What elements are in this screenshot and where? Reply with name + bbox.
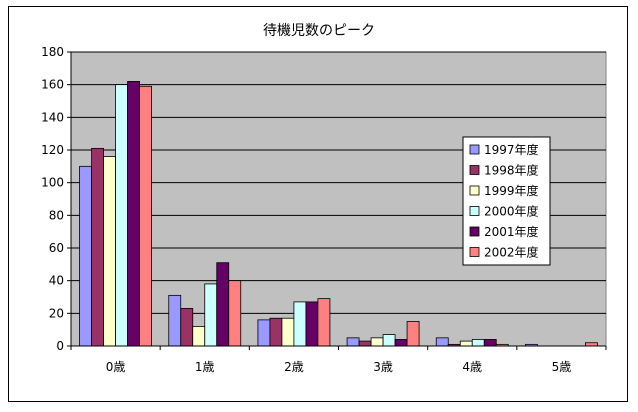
bar (435, 337, 449, 347)
axes: 0 20 40 60 80 100 120 140 160 180 0歳 1歳 2歳 3歳 4歳 5歳 (41, 45, 607, 374)
x-tick-label: 2歳 (284, 360, 304, 374)
x-tick-label: 0歳 (106, 360, 126, 374)
bar (91, 147, 104, 347)
legend-label: 1998年度 (484, 163, 539, 178)
bar (127, 81, 140, 347)
legend-label: 1999年度 (484, 183, 539, 198)
legend-swatch (469, 165, 480, 175)
bar (180, 308, 194, 347)
bar (281, 317, 295, 347)
legend: 1997年度 1998年度 1999年度 2000年度 2001年度 2002年度 (462, 136, 551, 266)
y-tick-label: 40 (49, 274, 64, 288)
legend-swatch (469, 247, 480, 257)
legend-label: 2000年度 (484, 204, 539, 219)
bar (370, 337, 384, 347)
y-tick-label: 120 (41, 143, 64, 157)
bar (257, 319, 271, 347)
legend-label: 2002年度 (484, 245, 539, 260)
x-tick-label: 4歳 (462, 360, 482, 374)
bar (216, 262, 230, 347)
chart-title: 待機児数のピーク (263, 23, 375, 39)
y-tick-label: 60 (49, 241, 64, 255)
bar (483, 339, 497, 347)
x-tick-label: 5歳 (552, 360, 572, 374)
bar (79, 165, 92, 347)
legend-box (462, 136, 551, 266)
bar (317, 298, 331, 347)
bar (346, 337, 360, 347)
legend-swatch (469, 144, 480, 155)
y-tick-label: 160 (41, 78, 64, 92)
bar (358, 340, 372, 347)
bar (103, 156, 116, 347)
bar (228, 280, 242, 347)
bar (269, 317, 283, 347)
bar (382, 334, 396, 347)
legend-label: 2001年度 (484, 224, 539, 239)
bar (168, 294, 182, 347)
y-tick-label: 100 (41, 176, 64, 190)
bar (305, 301, 319, 347)
bar (204, 283, 218, 347)
y-tick-label: 20 (49, 306, 64, 320)
bar (459, 340, 473, 347)
y-tick-label: 180 (41, 45, 64, 59)
legend-label: 1997年度 (484, 142, 539, 157)
x-tick-label: 3歳 (373, 360, 393, 374)
bar (139, 85, 152, 347)
bar (471, 339, 485, 347)
legend-swatch (469, 185, 480, 196)
bar (115, 84, 128, 347)
y-tick-label: 0 (56, 339, 64, 353)
y-tick-label: 80 (49, 208, 64, 222)
x-tick-label: 1歳 (195, 360, 215, 374)
bar (406, 321, 420, 347)
bar (192, 325, 206, 347)
bars (79, 81, 598, 347)
legend-swatch (469, 206, 480, 216)
legend-swatch (469, 226, 480, 237)
bar (293, 301, 307, 347)
bar (394, 339, 408, 347)
y-tick-label: 140 (41, 110, 64, 124)
